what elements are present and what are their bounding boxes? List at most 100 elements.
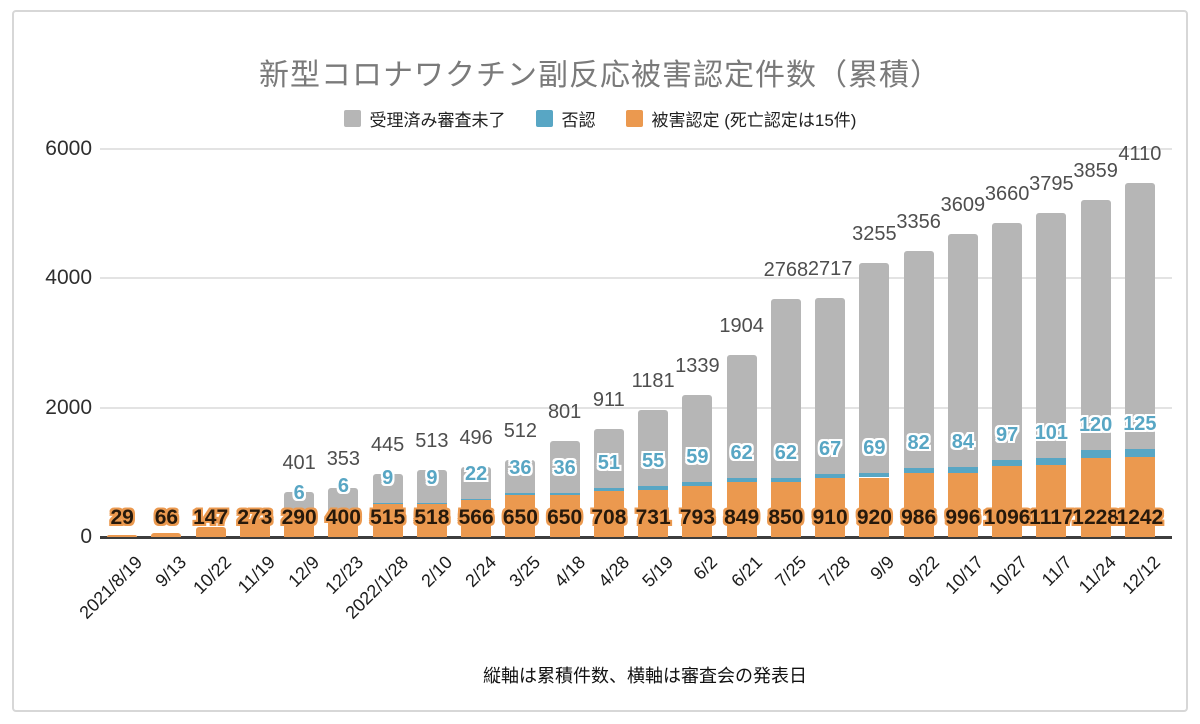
bar-value-certified: 1242 (1116, 506, 1164, 529)
bar-segment-denied (859, 473, 890, 478)
y-axis-label: 2000 (45, 395, 92, 419)
bar-value-denied: 120 (1078, 413, 1113, 436)
bar-value-pending: 911 (592, 389, 625, 411)
x-axis-label: 11/19 (233, 552, 280, 598)
bar-segment-certified (593, 491, 624, 537)
bar-value-certified: 986 (901, 506, 937, 529)
legend-swatch-pending (343, 110, 361, 127)
bar-segment-certified (372, 503, 403, 537)
bar-value-pending: 1904 (719, 314, 764, 337)
bar-segment-pending (1080, 200, 1111, 450)
bar-value-denied: 9 (382, 467, 394, 490)
bar-segment-pending (593, 429, 624, 488)
bar-value-denied: 62 (730, 442, 753, 465)
legend-label-pending: 受理済み審査未了 (369, 111, 506, 130)
axis-note: 縦軸は累積件数、横軸は審査会の発表日 (483, 666, 807, 686)
legend-label-certified: 被害認定 (死亡認定は15件) (651, 111, 857, 130)
bar-segment-pending (461, 466, 492, 499)
y-gridline (100, 277, 1172, 280)
x-axis-label: 7/28 (815, 552, 855, 591)
x-axis-label: 7/25 (771, 552, 811, 591)
bar-value-pending: 3795 (1029, 172, 1074, 195)
y-axis-label: 4000 (45, 266, 92, 290)
bar-segment-certified (1080, 457, 1111, 537)
chart-title: 新型コロナワクチン副反応被害認定件数（累積） (259, 59, 941, 92)
bar-value-certified: 66 (154, 506, 179, 529)
bar-value-certified: 650 (502, 506, 538, 529)
bar-segment-pending (328, 487, 359, 511)
x-axis-label: 10/22 (188, 552, 235, 598)
bar-value-certified: 1096 (983, 506, 1031, 529)
bar-value-pending: 3609 (940, 193, 986, 216)
bar-segment-certified (151, 532, 182, 537)
bar-value-certified: 996 (945, 506, 981, 529)
bar-value-denied: 82 (907, 431, 930, 454)
x-axis-label: 6/21 (726, 552, 766, 591)
x-axis-label: 6/2 (689, 552, 722, 584)
x-axis-label: 2/24 (461, 552, 501, 591)
x-axis-label: 12/12 (1118, 552, 1165, 598)
legend: 受理済み審査未了 否認 被害認定 (死亡認定は15件) (14, 106, 1186, 131)
bar-value-denied: 59 (686, 445, 709, 468)
bar-value-denied: 36 (509, 456, 532, 479)
legend-item-denied: 否認 (535, 106, 596, 131)
bar-segment-pending (549, 440, 580, 493)
bar-value-denied: 55 (642, 450, 665, 473)
bar-value-pending: 445 (370, 434, 405, 457)
bar-value-denied: 62 (774, 442, 797, 465)
bar-value-pending: 2768 (763, 259, 809, 282)
bar-segment-pending (372, 474, 403, 504)
chart-card: 新型コロナワクチン副反応被害認定件数（累積） 受理済み審査未了 否認 被害認定 (死… (12, 10, 1188, 712)
bar-segment-pending (903, 250, 934, 468)
bar-value-pending: 3859 (1073, 160, 1118, 183)
bar-value-pending: 3356 (896, 210, 941, 233)
legend-label-denied: 否認 (561, 111, 596, 130)
bar-segment-denied (549, 492, 580, 495)
bar-value-certified: 147 (193, 506, 229, 529)
x-axis-label: 10/17 (941, 552, 988, 598)
bar-segment-pending (992, 223, 1023, 460)
x-axis-label: 4/18 (549, 552, 589, 591)
bar-segment-certified (461, 500, 492, 537)
bar-segment-pending (284, 491, 315, 518)
bar-segment-denied (770, 478, 801, 483)
bar-segment-certified (638, 489, 669, 537)
bar-segment-certified (770, 482, 801, 537)
bar-value-pending: 353 (326, 447, 361, 470)
bar-value-certified: 708 (591, 506, 627, 529)
bar-segment-certified (549, 494, 580, 537)
bar-value-certified: 29 (110, 506, 134, 529)
bar-value-pending: 801 (547, 400, 582, 423)
bar-value-pending: 3255 (852, 222, 897, 245)
bar-value-pending: 513 (415, 429, 449, 452)
x-axis-label: 11/24 (1074, 552, 1120, 598)
bar-value-certified: 1228 (1072, 506, 1119, 529)
bar-segment-pending (815, 298, 846, 474)
legend-swatch-certified (625, 110, 643, 127)
bar-value-certified: 518 (414, 506, 450, 529)
bar-segment-certified (416, 503, 447, 537)
bar-value-certified: 793 (679, 506, 715, 529)
bar-segment-certified (815, 478, 846, 537)
bar-value-certified: 566 (458, 506, 494, 529)
bar-value-denied: 6 (337, 474, 349, 497)
bar-segment-pending (726, 354, 757, 479)
bar-segment-certified (992, 466, 1023, 537)
bar-value-pending: 1339 (675, 355, 720, 378)
bar-segment-certified (947, 472, 978, 537)
bar-value-certified: 910 (812, 506, 848, 529)
bar-segment-pending (1124, 182, 1155, 449)
x-axis-label: 10/27 (985, 552, 1032, 598)
bar-value-denied: 51 (597, 451, 620, 474)
bar-segment-denied (815, 473, 846, 479)
x-axis-label: 9/13 (151, 552, 191, 591)
bar-segment-pending (682, 395, 713, 482)
bar-value-certified: 849 (724, 506, 760, 529)
bar-value-certified: 515 (370, 506, 406, 529)
bar-value-denied: 22 (465, 462, 488, 485)
bar-value-certified: 850 (768, 506, 804, 529)
bar-segment-denied (682, 481, 713, 486)
bar-segment-pending (505, 459, 536, 493)
bar-segment-certified (1124, 456, 1155, 537)
